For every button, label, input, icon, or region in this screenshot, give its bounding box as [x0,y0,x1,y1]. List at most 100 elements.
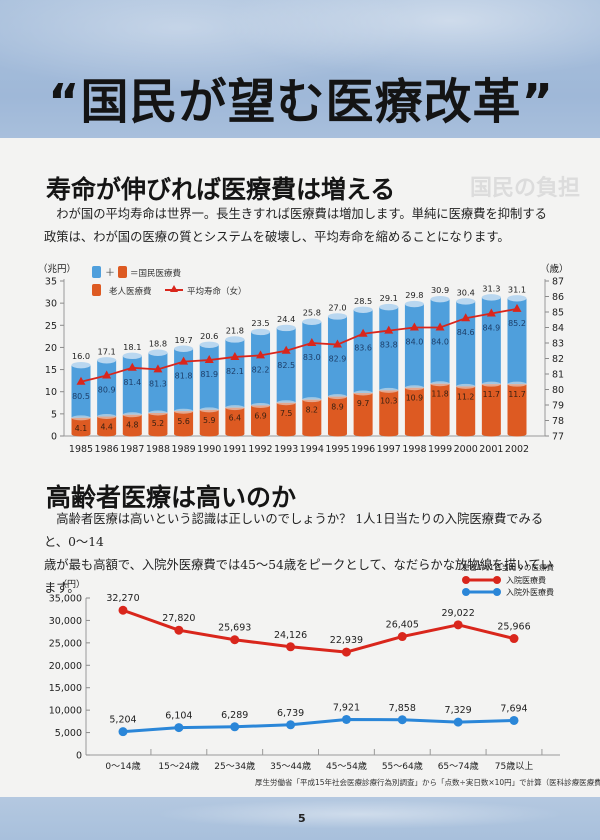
outpatient-cost-label: 6,104 [165,711,192,722]
y-axis-tick-label: 35,000 [49,594,82,605]
elderly-cost-label: 4.8 [126,421,138,430]
life-expectancy-marker [461,313,471,322]
life-expectancy-marker [230,351,240,360]
outpatient-cost-marker [397,715,407,725]
section2-paragraph: 高齢者医療は高いという認識は正しいのでしょうか？ 1人1日当たりの入院医療費でみ… [44,508,564,600]
total-cost-label: 30.4 [457,287,475,297]
life-expectancy-label: 81.8 [175,372,193,381]
bar-bottom-cap [199,431,219,437]
y-axis-tick-label: 15,000 [49,683,82,694]
left-axis-tick-label: 25 [45,321,57,332]
life-expectancy-label: 83.8 [380,341,398,350]
life-expectancy-label: 82.2 [252,365,270,374]
left-axis-tick-label: 35 [45,277,57,288]
x-axis-year-label: 1988 [146,444,170,455]
section1-paragraph-line: 政策は、わが国の医療の質とシステムを破壊し、平均寿命を縮めることになります。 [44,230,510,244]
section2-paragraph-line: 高齢者医療は高いという認識は正しいのでしょうか？ 1人1日当たりの入院医療費でみ… [44,512,544,549]
y-axis-tick-label: 20,000 [49,661,82,672]
total-cost-bar [481,297,501,385]
elderly-cost-label: 4.1 [75,424,87,433]
bar-top-cap [430,295,450,303]
right-axis-tick-label: 80 [552,385,564,396]
right-axis-tick-label: 87 [552,277,564,288]
inpatient-cost-marker [118,605,128,615]
inpatient-cost-label: 25,966 [497,622,530,633]
section1-paragraph-line: わが国の平均寿命は世界一。長生きすれば医療費は増加します。単純に医療費を抑制する [56,207,547,221]
right-axis-tick-label: 82 [552,354,564,365]
x-axis-year-label: 1990 [197,444,221,455]
inpatient-cost-label: 26,405 [386,620,419,631]
right-axis-tick-label: 81 [552,370,564,381]
total-cost-bar [122,355,142,415]
life-expectancy-marker [179,356,189,365]
total-cost-bar [174,348,194,412]
x-axis-year-label: 1993 [274,444,298,455]
life-expectancy-marker [358,328,368,337]
inpatient-cost-marker [341,647,351,657]
total-cost-label: 19.7 [174,335,192,345]
left-axis-tick-label: 30 [45,299,57,310]
elderly-cost-bar [122,414,142,434]
x-axis-year-label: 1994 [300,444,324,455]
bar-bottom-cap [225,431,245,437]
bar-segment-divider [353,390,373,396]
total-cost-bar [302,321,322,400]
outpatient-cost-marker [118,727,128,737]
right-axis-unit: （歳） [540,263,569,275]
elderly-cost-bar [148,412,168,434]
total-cost-label: 31.3 [482,283,500,293]
x-axis-year-label: 1989 [171,444,195,455]
bar-segment-divider [379,387,399,393]
life-expectancy-line [80,308,518,383]
total-cost-label: 21.8 [226,325,244,335]
life-expectancy-label: 84.9 [482,324,500,333]
life-expectancy-label: 82.5 [277,361,295,370]
bar-top-cap [353,306,373,313]
footer-banner [0,797,600,840]
inpatient-cost-marker [453,620,463,630]
inpatient-cost-marker [230,635,240,645]
legend-triangle-marker [170,285,178,292]
bar-top-cap [404,300,424,308]
y-axis-tick-label: 5,000 [55,728,82,739]
total-cost-bar [507,298,527,385]
right-axis-tick-label: 85 [552,308,564,319]
bar-segment-divider [225,405,245,411]
elderly-cost-label: 8.2 [306,406,318,415]
bar-segment-divider [174,408,194,414]
bar-segment-divider [251,402,271,408]
elderly-cost-label: 6.9 [254,411,266,420]
x-axis-year-label: 2001 [479,444,503,455]
life-expectancy-marker [127,362,137,371]
elderly-cost-bar [404,387,424,434]
bar-top-cap [302,318,322,325]
legend-swatch-elderly-2 [92,284,101,296]
right-axis-tick-label: 84 [552,323,564,334]
bar-bottom-cap [379,431,399,437]
bar-top-cap [71,361,91,369]
legend-marker [493,576,501,584]
total-cost-bar [456,301,476,387]
outpatient-cost-marker [286,720,296,730]
outpatient-cost-label: 6,289 [221,710,248,721]
page-body [0,138,600,797]
right-axis-tick-label: 83 [552,339,564,350]
y-axis-tick-label: 0 [76,751,82,762]
total-cost-label: 16.0 [72,351,90,361]
section1-paragraph: わが国の平均寿命は世界一。長生きすれば医療費は増加します。単純に医療費を抑制する… [44,203,564,249]
legend-marker [462,588,470,596]
bar-top-cap [379,303,399,311]
x-axis-year-label: 1987 [120,444,144,455]
elderly-cost-bar [353,393,373,434]
elderly-cost-bar [327,396,347,434]
bar-bottom-cap [327,431,347,437]
x-axis-year-label: 1998 [402,444,426,455]
legend-plus: ＋ [105,268,115,279]
bar-bottom-cap [148,431,168,437]
bar-segment-divider [148,410,168,416]
x-axis-year-label: 1991 [223,444,247,455]
y-axis-tick-label: 30,000 [49,616,82,627]
inpatient-cost-label: 25,693 [218,623,251,634]
bar-top-cap [174,345,194,352]
inpatient-cost-label: 29,022 [442,608,475,619]
